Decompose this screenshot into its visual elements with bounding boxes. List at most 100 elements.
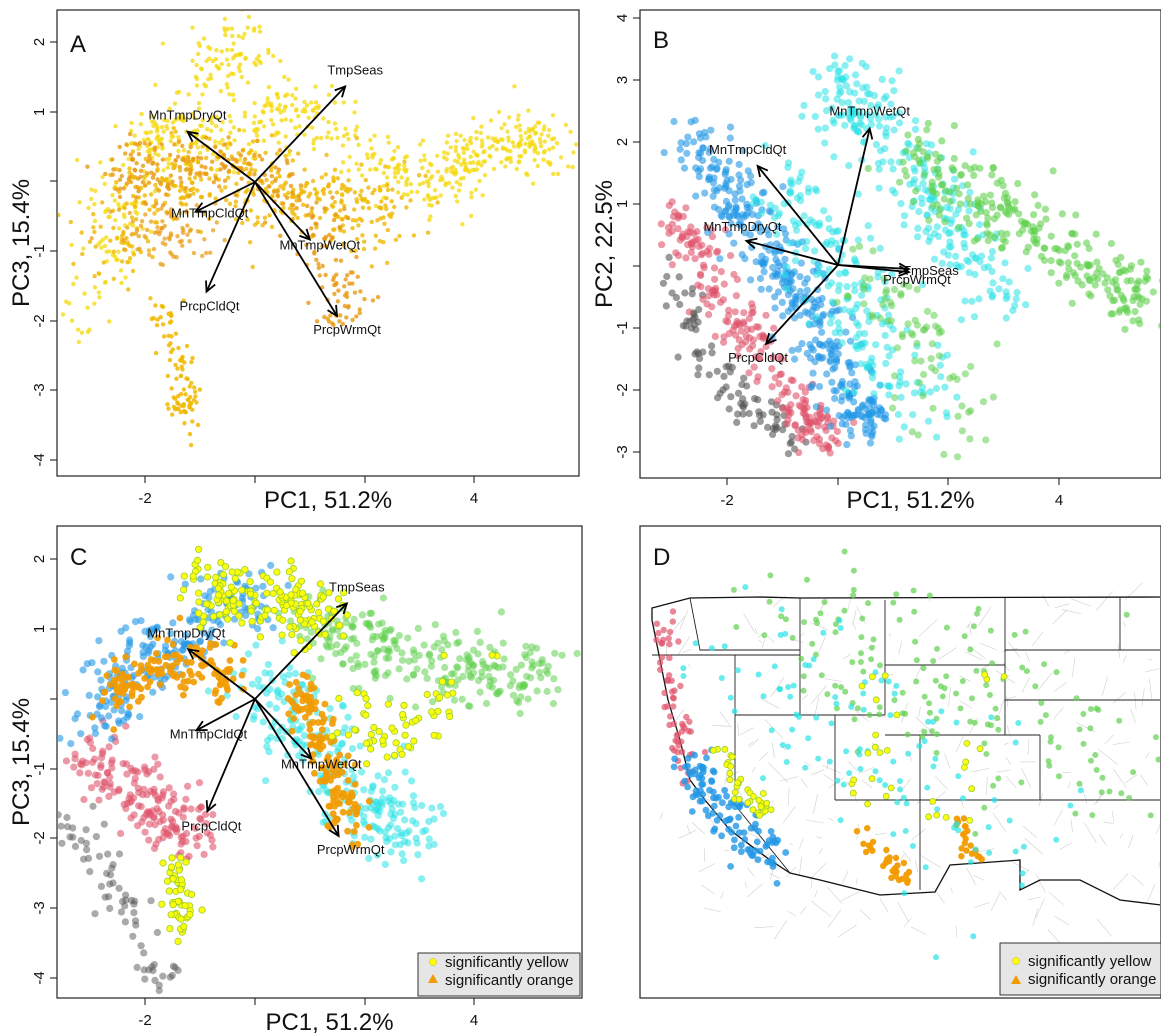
point-a — [468, 154, 473, 159]
point-c — [295, 706, 303, 714]
point-c — [353, 808, 361, 816]
point-a — [309, 100, 314, 105]
county-border — [1021, 677, 1031, 693]
point-b — [887, 158, 895, 166]
point-b — [705, 371, 713, 379]
point-b — [993, 211, 1001, 219]
point-c — [87, 784, 96, 792]
point-a — [191, 397, 197, 403]
point-b — [1143, 267, 1151, 275]
point-b — [695, 242, 703, 250]
point-a — [89, 236, 94, 241]
point-b — [774, 259, 782, 267]
point-a — [354, 161, 359, 166]
point-a — [326, 182, 332, 187]
point-b — [781, 271, 789, 279]
point-b — [952, 184, 961, 192]
point-a — [198, 123, 203, 128]
point-c — [330, 793, 337, 801]
point-a — [292, 212, 297, 217]
point-b — [786, 439, 794, 448]
point-a — [76, 339, 82, 345]
point-c — [318, 726, 326, 734]
point-a — [372, 246, 378, 251]
point-a — [446, 180, 452, 186]
point-a — [176, 139, 182, 144]
point-b — [997, 229, 1006, 237]
point-b — [749, 342, 757, 350]
point-b — [1058, 210, 1066, 218]
point-a — [332, 167, 338, 172]
point-b — [1011, 198, 1019, 206]
point-c — [179, 813, 187, 821]
point-c — [296, 616, 304, 624]
point-c — [220, 639, 228, 647]
point-c — [535, 668, 544, 676]
point-a — [237, 52, 242, 58]
county-border — [720, 891, 724, 900]
point-c — [284, 581, 292, 590]
point-a — [333, 212, 339, 217]
point-b — [936, 361, 944, 369]
point-b — [846, 426, 855, 434]
point-a — [401, 192, 407, 197]
point-a — [265, 96, 270, 101]
point-b — [717, 268, 725, 276]
point-a — [526, 108, 531, 113]
point-b — [1131, 286, 1139, 294]
point-a — [425, 230, 431, 235]
point-a — [312, 251, 317, 256]
point-a — [165, 165, 171, 170]
point-c — [196, 814, 204, 823]
county-border — [770, 677, 785, 698]
point-b — [687, 118, 695, 126]
point-b — [768, 408, 776, 416]
point-c — [270, 606, 278, 615]
point-a — [471, 149, 476, 154]
point-a — [416, 173, 422, 178]
point-a — [266, 47, 271, 52]
county-border — [761, 639, 765, 649]
point-a — [125, 260, 130, 265]
point-a — [138, 223, 144, 228]
point-c — [452, 628, 460, 637]
arrow-prcpcldqt-a — [205, 181, 256, 293]
point-c — [507, 671, 515, 679]
point-c — [149, 688, 157, 696]
point-a — [347, 281, 352, 286]
point-b — [969, 148, 977, 156]
point-a — [111, 276, 117, 281]
point-a — [491, 166, 497, 172]
point-b — [946, 238, 954, 246]
point-a — [404, 182, 409, 188]
point-a — [353, 99, 358, 105]
point-a — [246, 14, 252, 20]
point-a — [314, 225, 319, 230]
point-c — [179, 671, 187, 679]
point-a — [127, 166, 132, 171]
point-a — [126, 287, 131, 292]
point-a — [225, 145, 230, 151]
point-b — [831, 364, 839, 372]
point-b — [815, 222, 824, 230]
y-tick-label-b: -3 — [614, 445, 631, 458]
point-c — [211, 690, 219, 697]
point-c — [171, 670, 179, 678]
point-b — [784, 163, 792, 171]
point-c — [127, 681, 134, 688]
point-a — [335, 176, 340, 181]
point-b — [963, 214, 971, 222]
point-b — [752, 323, 761, 331]
loading-arrows-b: MnTmpWetQtMnTmpCldQtMnTmpDryQtTmpSeasPrc… — [703, 104, 959, 365]
point-c — [177, 876, 185, 884]
point-c — [296, 607, 304, 615]
point-c — [182, 631, 190, 640]
point-c — [140, 949, 148, 957]
point-c — [374, 772, 382, 780]
point-b — [989, 291, 997, 299]
point-a — [74, 275, 79, 280]
point-a — [535, 163, 540, 169]
point-b — [806, 341, 814, 349]
point-b — [705, 175, 714, 183]
